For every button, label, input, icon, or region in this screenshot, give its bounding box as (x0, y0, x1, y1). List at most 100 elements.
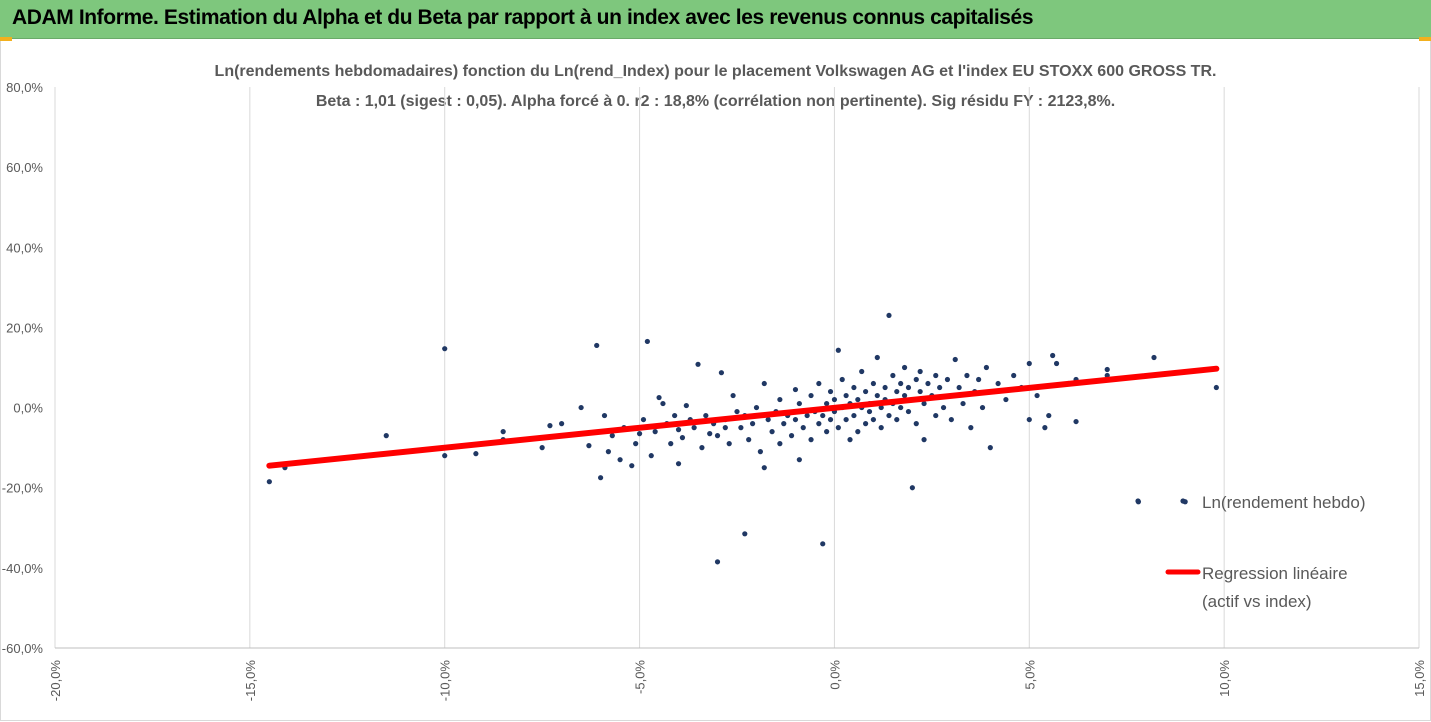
scatter-point (909, 485, 915, 491)
scatter-point (1104, 366, 1110, 373)
scatter-point (660, 400, 666, 407)
x-tick-label: -10,0% (438, 660, 453, 702)
x-tick-label: -5,0% (633, 660, 648, 694)
scatter-point (636, 431, 643, 437)
scatter-point (956, 384, 962, 391)
scatter-point (847, 437, 853, 443)
scatter-point (788, 433, 795, 439)
scatter-point (559, 421, 565, 427)
scatter-point (683, 402, 689, 409)
scatter-point (714, 433, 721, 439)
scatter-point (843, 392, 849, 399)
scatter-point (816, 421, 822, 427)
scatter-point (746, 437, 752, 443)
scatter-point (500, 429, 506, 435)
scatter-point (539, 445, 545, 451)
scatter-point (792, 416, 799, 423)
scatter-point (652, 429, 658, 435)
scatter-point (913, 376, 919, 383)
scatter-point (757, 449, 763, 455)
scatter-point (937, 384, 943, 391)
x-tick-label: 10,0% (1217, 660, 1232, 697)
scatter-point (816, 380, 822, 387)
scatter-point (863, 388, 869, 395)
scatter-point (1034, 392, 1040, 399)
scatter-point (598, 475, 604, 481)
scatter-point (820, 412, 826, 419)
scatter-point (808, 437, 814, 443)
scatter-point (968, 425, 974, 431)
scatter-point (695, 361, 701, 367)
scatter-point (944, 376, 951, 383)
scatter-point (882, 384, 888, 391)
scatter-point (905, 408, 912, 415)
scatter-point (730, 392, 736, 399)
scatter-point (1026, 416, 1032, 423)
x-tick-label: -20,0% (48, 660, 63, 702)
scatter-point (835, 347, 841, 353)
scatter-point (827, 416, 834, 423)
x-tick-label: 0,0% (827, 660, 842, 690)
scatter-point (586, 443, 592, 449)
y-tick-label: -20,0% (2, 481, 44, 496)
scatter-point (629, 463, 635, 469)
scatter-point (987, 445, 993, 451)
x-tick-label: 5,0% (1022, 660, 1037, 690)
scatter-point (1151, 354, 1157, 361)
scatter-point (718, 370, 725, 376)
scatter-point (925, 380, 931, 387)
scatter-point (1050, 352, 1056, 359)
scatter-point (749, 421, 756, 427)
scatter-point (266, 479, 272, 485)
scatter-point (1073, 418, 1079, 425)
scatter-point (835, 425, 841, 431)
scatter-point (960, 400, 966, 407)
scatter-point (1053, 360, 1060, 367)
scatter-point (890, 372, 896, 379)
scatter-point (894, 416, 900, 423)
scatter-point (808, 392, 814, 399)
header-corner-left (0, 37, 12, 41)
scatter-point (691, 425, 697, 431)
scatter-point (886, 412, 892, 419)
scatter-point (933, 372, 939, 379)
scatter-point (781, 421, 787, 427)
scatter-point (777, 396, 783, 403)
scatter-point (820, 541, 826, 547)
scatter-point (983, 364, 990, 371)
scatter-point (886, 312, 892, 319)
report-header: ADAM Informe. Estimation du Alpha et du … (0, 0, 1431, 39)
legend-marker-scatter-right (1180, 498, 1186, 504)
scatter-point (703, 412, 709, 419)
legend-label-line: (actif vs index) (1202, 592, 1312, 611)
scatter-point (917, 388, 923, 395)
scatter-point (870, 416, 877, 423)
scatter-point (640, 416, 647, 423)
scatter-point (855, 429, 861, 435)
scatter-point (913, 421, 919, 427)
regression-line (266, 365, 1220, 469)
scatter-point (473, 451, 479, 457)
scatter-point (901, 392, 908, 399)
scatter-point (726, 441, 732, 447)
scatter-point (874, 354, 880, 361)
scatter-point (921, 400, 927, 407)
scatter-point (605, 449, 611, 455)
scatter-point (609, 433, 615, 439)
scatter-point (921, 437, 927, 443)
header-corner-right (1419, 37, 1431, 41)
scatter-point (824, 429, 830, 435)
scatter-point (578, 404, 584, 411)
scatter-point (656, 394, 662, 401)
scatter-point (855, 396, 861, 403)
scatter-point (851, 384, 857, 391)
scatter-point (894, 388, 900, 395)
scatter-point (964, 372, 970, 379)
scatter-point (995, 380, 1001, 387)
scatter-point (870, 380, 877, 387)
scatter-point (742, 531, 748, 537)
scatter-point (601, 412, 608, 419)
scatter-point (761, 465, 767, 471)
scatter-point (859, 368, 865, 375)
